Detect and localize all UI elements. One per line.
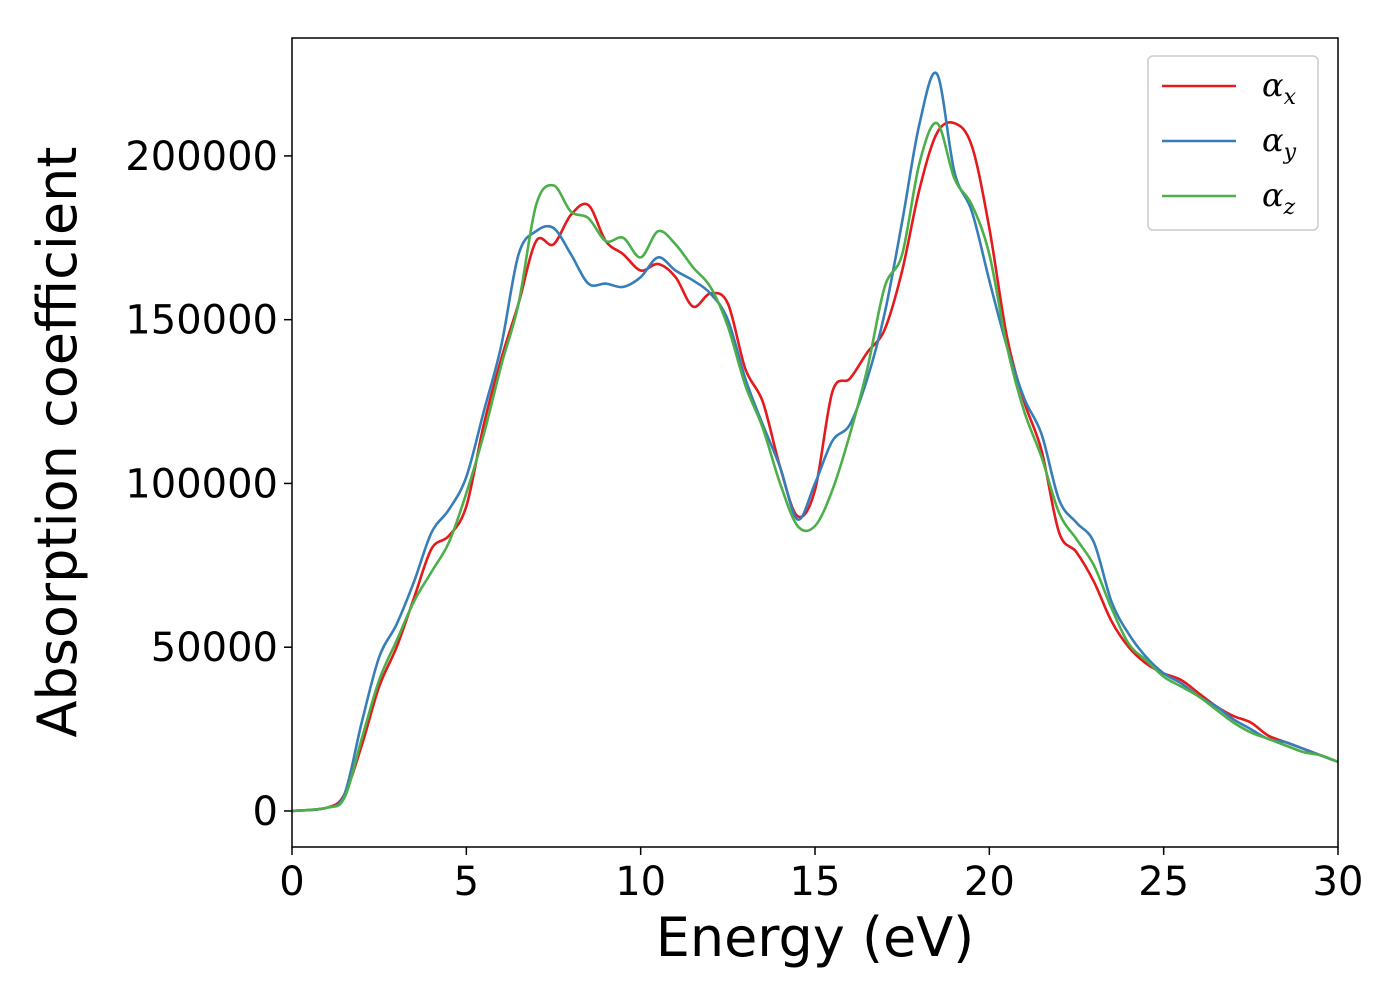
x-tick-label: 15 xyxy=(790,859,841,905)
series-layer xyxy=(291,71,1339,813)
x-axis-label: Energy (eV) xyxy=(656,906,975,969)
x-tick-label: 10 xyxy=(615,859,666,905)
legend-label-z: αz xyxy=(1262,176,1296,220)
legend-box xyxy=(1147,55,1319,231)
legend-label-x: αx xyxy=(1262,66,1297,110)
series-line-z xyxy=(291,121,1339,813)
y-tick-label: 0 xyxy=(253,789,278,835)
x-tick-label: 20 xyxy=(964,859,1015,905)
x-tick-label: 25 xyxy=(1138,859,1189,905)
y-tick-label: 150000 xyxy=(125,298,278,344)
y-tick-label: 100000 xyxy=(125,461,278,507)
legend-label-y: αy xyxy=(1262,121,1297,165)
y-axis-label: Absorption coefficient xyxy=(26,147,89,738)
x-tick-label: 0 xyxy=(279,859,304,905)
x-tick-label: 5 xyxy=(454,859,479,905)
y-tick-label: 200000 xyxy=(125,134,278,180)
y-tick-label: 50000 xyxy=(151,625,278,671)
series-line-y xyxy=(291,71,1339,813)
x-tick-label: 30 xyxy=(1313,859,1364,905)
y-axis-ticks: 0 50000 100000 150000 200000 xyxy=(125,134,292,835)
x-axis-ticks: 0 5 10 15 20 25 30 xyxy=(279,847,1363,905)
legend: αx αy αz xyxy=(1147,55,1319,231)
